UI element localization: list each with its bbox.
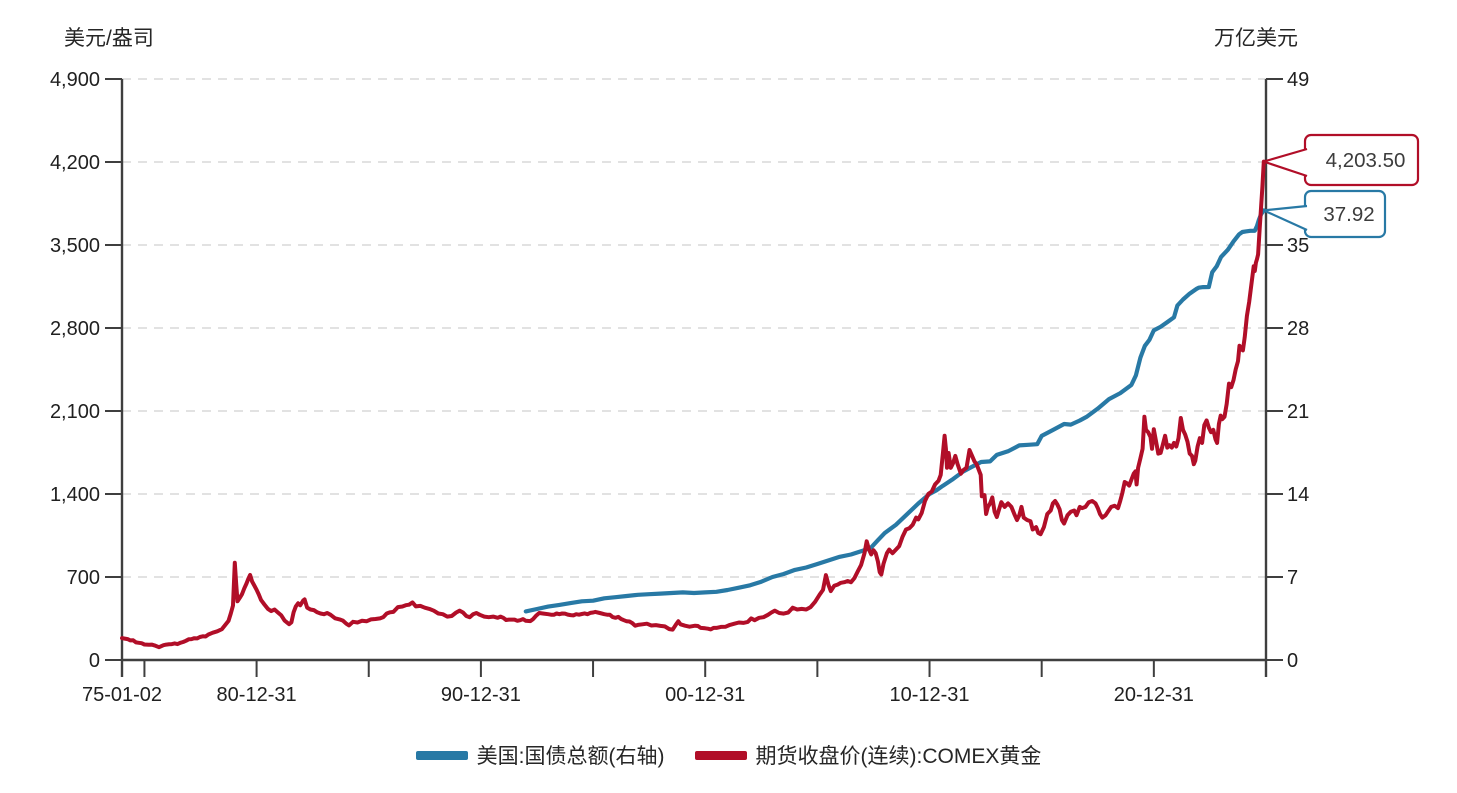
right-tick-label: 35 [1287,235,1309,257]
legend-swatch-debt [415,750,468,760]
right-tick-label: 14 [1287,484,1309,506]
left-tick-label: 3,500 [50,235,100,257]
left-tick-label: 4,200 [50,152,100,174]
x-tick-label: 90-12-31 [441,684,521,706]
right-tick-label: 49 [1287,69,1309,91]
series [120,159,1266,650]
callout-gold: 4,203.50 [1263,133,1420,187]
series-line-us-debt [523,208,1266,614]
left-axis-ticks: 0 700 1,400 2,100 2,800 3,500 4,200 4,900 [50,69,122,672]
x-tick-label: 20-12-31 [1114,684,1194,706]
right-tick-label: 28 [1287,318,1309,340]
x-tick-label: 80-12-31 [217,684,297,706]
right-tick-label: 7 [1287,567,1298,589]
legend-swatch-gold [694,750,747,760]
left-tick-label: 4,900 [50,69,100,91]
legend: 美国:国债总额(右轴) 期货收盘价(连续):COMEX黄金 [0,738,1457,772]
x-tick-label: 10-12-31 [889,684,969,706]
left-tick-label: 2,100 [50,401,100,423]
callout-gold-pointer [1263,149,1307,176]
left-tick-label: 0 [89,650,100,672]
callout-debt: 37.92 [1263,189,1387,239]
right-tick-label: 21 [1287,401,1309,423]
legend-label-debt: 美国:国债总额(右轴) [476,745,665,768]
axes [120,79,1268,677]
legend-item-us-debt[interactable]: 美国:国债总额(右轴) [415,740,665,770]
series-line-comex-gold [120,159,1266,650]
left-tick-label: 2,800 [50,318,100,340]
right-tick-label: 0 [1287,650,1298,672]
callout-debt-value: 37.92 [1323,203,1374,226]
left-axis-title: 美元/盎司 [64,27,154,50]
x-tick-label: 75-01-02 [82,684,162,706]
right-axis-title: 万亿美元 [1214,27,1298,50]
x-axis-ticks: 75-01-02 80-12-31 90-12-31 00-12-31 10-12-31… [82,660,1194,706]
left-tick-label: 1,400 [50,484,100,506]
left-tick-label: 700 [67,567,100,589]
legend-item-comex-gold[interactable]: 期货收盘价(连续):COMEX黄金 [694,740,1042,770]
legend-label-gold: 期货收盘价(连续):COMEX黄金 [755,745,1042,768]
callout-gold-value: 4,203.50 [1326,149,1406,172]
x-tick-label: 00-12-31 [665,684,745,706]
